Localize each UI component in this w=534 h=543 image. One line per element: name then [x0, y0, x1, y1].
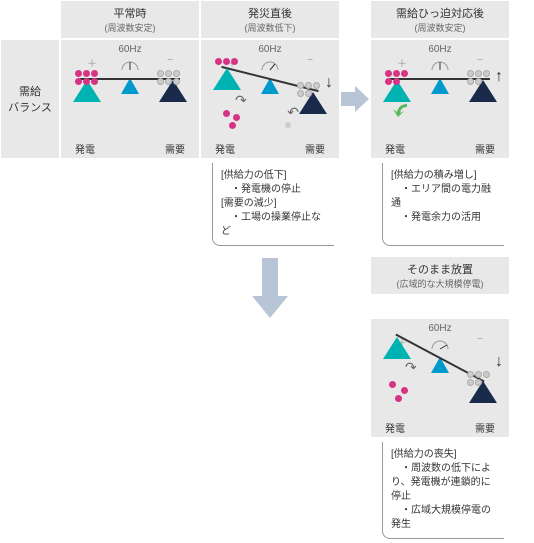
generation-pan — [383, 337, 411, 359]
arrow-down-icon — [200, 250, 340, 318]
panel-recover: 60Hz ＋− ↑ 発電需要 — [370, 39, 510, 159]
generation-pan — [213, 68, 241, 90]
notes-recover: [供給力の積み増し] ・エリア間の電力融通 ・発電余力の活用 — [382, 163, 504, 246]
header-after: 発災直後 (周波数低下) — [200, 0, 340, 39]
header-neglect: そのまま放置 (広域的な大規模停電) — [370, 256, 510, 295]
notes-neglect: [供給力の喪失] ・周波数の低下により、発電機が連鎖的に停止 ・広域大規模停電の… — [382, 442, 504, 539]
title: 平常時 — [63, 5, 197, 21]
panel-neglect: 60Hz ＋− ↷ ↓ 発電需要 — [370, 318, 510, 438]
notes-after: [供給力の低下] ・発電機の停止 [需要の減少] ・工場の操業停止など — [212, 163, 334, 246]
arrow-right-icon — [340, 39, 370, 159]
header-normal: 平常時 (周波数安定) — [60, 0, 200, 39]
title: 発災直後 — [203, 5, 337, 21]
panel-after: 60Hz ＋− ↷ ↶ ↓ 発電需要 — [200, 39, 340, 159]
title: そのまま放置 — [373, 261, 507, 277]
down-arrow-icon: ↓ — [325, 74, 333, 92]
subtitle: (周波数安定) — [63, 21, 197, 34]
title: 需給ひっ迫対応後 — [373, 5, 507, 21]
header-recover: 需給ひっ迫対応後 (周波数安定) — [370, 0, 510, 39]
down-arrow-icon: ↓ — [495, 353, 503, 371]
subtitle: (周波数低下) — [203, 21, 337, 34]
row-label: 需給 バランス — [0, 39, 60, 159]
fulcrum-icon — [121, 78, 139, 94]
fulcrum-icon — [431, 78, 449, 94]
subtitle: (周波数安定) — [373, 21, 507, 34]
up-arrow-icon: ↑ — [495, 68, 503, 86]
add-arrow-icon — [393, 102, 413, 118]
diagram-grid: 平常時 (周波数安定) 発災直後 (周波数低下) 需給ひっ迫対応後 (周波数安定… — [0, 0, 534, 159]
subtitle: (広域的な大規模停電) — [373, 277, 507, 290]
panel-normal: 60Hz ＋− 発電需要 — [60, 39, 200, 159]
